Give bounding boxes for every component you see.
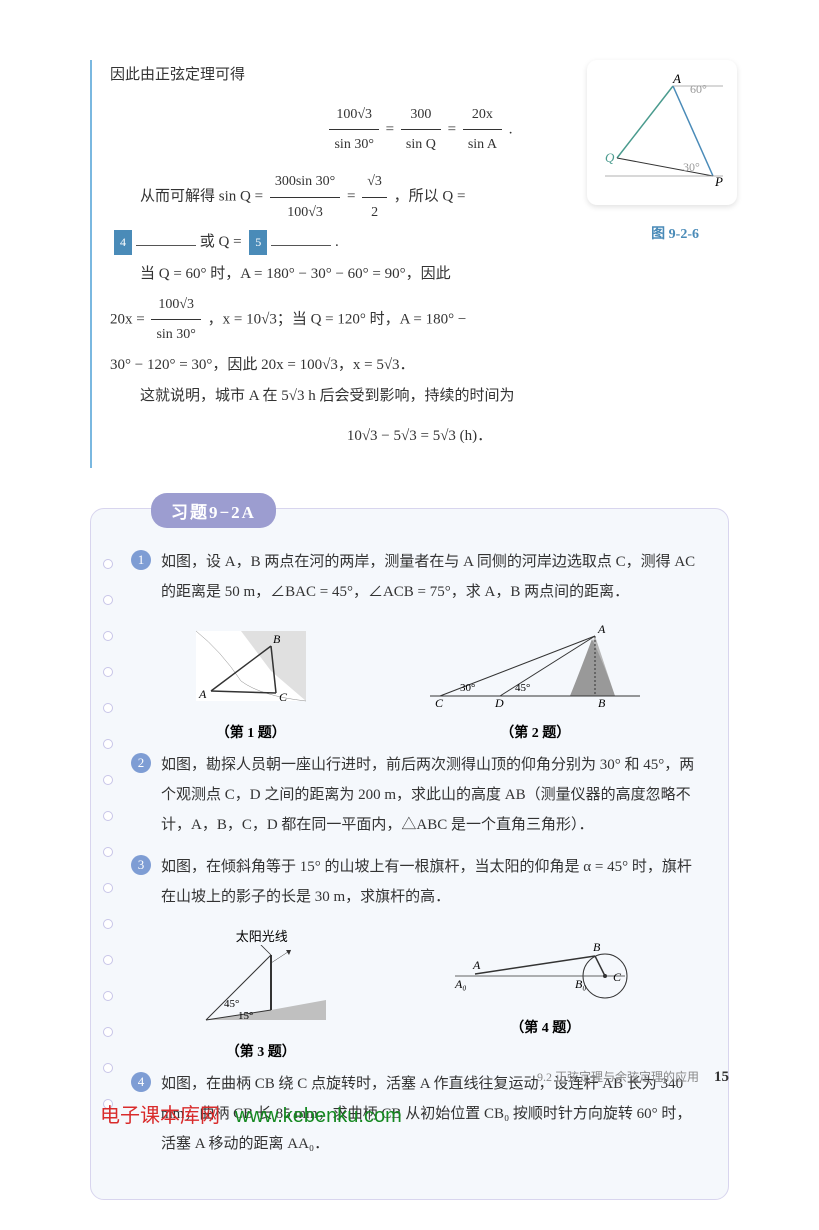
svg-text:C: C [279,690,288,704]
problem-number: 3 [131,855,151,875]
diagram-caption: （第 3 题） [186,1041,336,1061]
svg-text:A₀: A₀ [454,977,467,991]
solution-line: 当 Q = 60° 时，A = 180° − 30° − 60° = 90°，因… [110,259,729,291]
figure-caption: 图 9-2-6 [651,223,699,243]
diagram-2: 30° 45° A B C D （第 2 题） [420,621,650,742]
exercise-title: 习题9−2A [151,493,276,528]
figure-label-a: A [672,71,681,86]
diagram-caption: （第 4 题） [445,1017,645,1037]
problem-text: 如图，设 A，B 两点在河的两岸，测量者在与 A 同侧的河岸边选取点 C，测得 … [161,547,700,607]
solution-line: 20x = 100√3sin 30° ，x = 10√3；当 Q = 120° … [110,290,729,350]
svg-text:D: D [494,696,504,710]
diagram-4: A A₀ B B₀ C （第 4 题） [445,926,645,1061]
watermark: 电子课本库网 www.kebenku.com [100,1099,402,1128]
binder-holes [103,559,113,1109]
figure-label-p: P [714,174,723,189]
watermark-url: www.kebenku.com [235,1105,402,1127]
sunlight-label: 太阳光线 [236,926,336,945]
svg-text:A: A [472,958,481,972]
svg-text:30°: 30° [460,682,475,694]
exercise-box: 习题9−2A 1 如图，设 A，B 两点在河的两岸，测量者在与 A 同侧的河岸边… [90,508,729,1200]
section-label: 9.2 正弦定理与余弦定理的应用 [537,1070,699,1084]
svg-text:45°: 45° [224,998,239,1010]
solution-line: 30° − 120° = 30°，因此 20x = 100√3，x = 5√3． [110,350,729,382]
svg-text:B₀: B₀ [575,977,587,991]
diagram-caption: （第 1 题） [181,722,321,742]
blank-5: 5 [249,230,267,255]
problem-2: 2 如图，勘探人员朝一座山行进时，前后两次测得山顶的仰角分别为 30° 和 45… [131,750,700,840]
figure-angle-60: 60° [690,82,707,96]
solution-line: 这就说明，城市 A 在 5√3 h 后会受到影响，持续的时间为 [110,381,729,413]
solution-blanks: 4 或 Q = 5 . [110,227,729,259]
svg-text:15°: 15° [238,1010,253,1022]
problem-number: 1 [131,550,151,570]
figure-label-q: Q [605,150,615,165]
solution-section: 因此由正弦定理可得 100√3sin 30° = 300sin Q = 20xs… [90,60,729,468]
svg-text:C: C [435,696,444,710]
page-number: 15 [714,1069,729,1085]
svg-text:A: A [597,622,606,636]
page-footer: 9.2 正弦定理与余弦定理的应用 15 [537,1068,729,1086]
diagram-row-2: 太阳光线 45° 15° （第 3 题） [131,926,700,1061]
solution-line: 10√3 − 5√3 = 5√3 (h)． [110,421,729,453]
diagram-3: 太阳光线 45° 15° （第 3 题） [186,926,336,1061]
diagram-1: A B C （第 1 题） [181,621,321,742]
svg-text:B: B [273,632,281,646]
watermark-cn: 电子课本库网 [100,1105,220,1127]
diagram-row-1: A B C （第 1 题） 30° 45° A B [131,621,700,742]
blank-4: 4 [114,230,132,255]
problem-3: 3 如图，在倾斜角等于 15° 的山坡上有一根旗杆，当太阳的仰角是 α = 45… [131,852,700,912]
svg-text:B: B [593,940,601,954]
svg-text:45°: 45° [515,682,530,694]
svg-text:C: C [613,970,622,984]
problem-text: 如图，在倾斜角等于 15° 的山坡上有一根旗杆，当太阳的仰角是 α = 45° … [161,852,700,912]
svg-text:A: A [198,687,207,701]
figure-angle-30: 30° [683,160,700,174]
diagram-caption: （第 2 题） [420,722,650,742]
problem-number: 4 [131,1072,151,1092]
problem-number: 2 [131,753,151,773]
figure-9-2-6: A 60° Q 30° P [587,60,737,205]
problem-1: 1 如图，设 A，B 两点在河的两岸，测量者在与 A 同侧的河岸边选取点 C，测… [131,547,700,607]
svg-text:B: B [598,696,606,710]
problem-text: 如图，勘探人员朝一座山行进时，前后两次测得山顶的仰角分别为 30° 和 45°，… [161,750,700,840]
